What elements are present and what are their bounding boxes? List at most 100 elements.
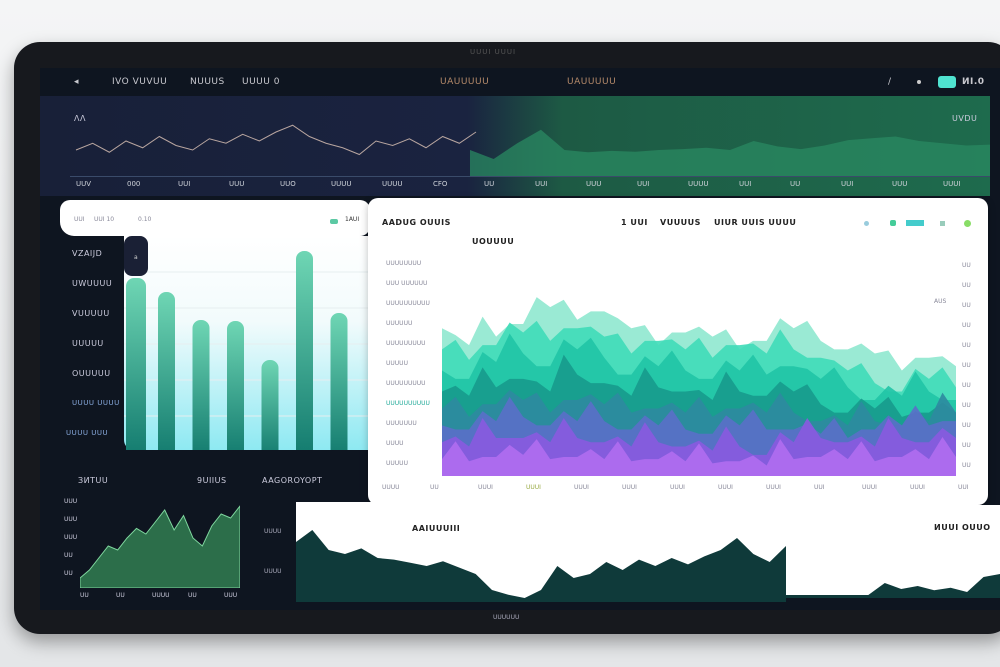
bottom-left-y-label: UU (64, 570, 73, 577)
filter-icon[interactable] (864, 221, 869, 226)
top-tick-label: 000 (127, 180, 141, 188)
area-header-2: VUUUUS (660, 218, 701, 227)
area-y-label: UUUUU (386, 360, 408, 367)
bottom-right-panel: ИUUI OUUO (786, 505, 1000, 598)
bar (296, 251, 313, 458)
stacked-area-chart (442, 297, 956, 476)
bar-header-2: UUI 10 (94, 216, 115, 223)
toggle-button[interactable] (938, 76, 956, 88)
top-tick-label: UUV (76, 180, 92, 188)
legend-swatch (330, 219, 338, 224)
top-tick-label: UUI (178, 180, 191, 188)
bar-tab-label: a (134, 254, 138, 261)
area-right-label: UU (962, 382, 971, 389)
area-x-label: UUUI (718, 484, 733, 491)
top-tick-label: UU (790, 180, 801, 188)
bottom-left-area (80, 505, 240, 588)
legend-label: 1AUI (345, 216, 360, 223)
top-tick-label: UUUU (688, 180, 709, 188)
bar-tab[interactable]: a (124, 236, 148, 276)
bar (192, 320, 210, 458)
area-header-1: 1 UUI (621, 218, 648, 227)
bottom-left-x-label: UU (80, 592, 89, 599)
area-y-label: UUUUUUUUUU (386, 300, 430, 307)
area-right-label: UU (962, 402, 971, 409)
area-y-label: UUUUUUUUUU (386, 400, 430, 407)
area-right-label: UU (962, 422, 971, 429)
area-y-label: UUUU (386, 440, 404, 447)
area-right-label: UU (962, 322, 971, 329)
bottom-right-chart (786, 574, 1000, 598)
bottom-left-y-label: UU (64, 552, 73, 559)
area-y-label: UUU UUUUUU (386, 280, 428, 287)
area-x-label: UUUI (670, 484, 685, 491)
nav-item-3[interactable]: UUUU 0 (242, 77, 280, 87)
nav-item-2[interactable]: NUUUS (190, 77, 225, 87)
area-x-label: UUUI (478, 484, 493, 491)
area-card-title: AADUG OUUIS (382, 218, 451, 227)
area-x-label: UUUU (382, 484, 400, 491)
bar (227, 321, 244, 458)
bottom-mid-y-label: UUUU (264, 528, 282, 535)
bottom-left-title: ЗИТUU (78, 476, 109, 485)
bar-chart-area (124, 236, 370, 458)
legend-icon[interactable] (890, 220, 896, 226)
bottom-mid-label: AAGOROYOPT (262, 476, 323, 485)
bottom-mid-title: AAIUUUIII (412, 524, 461, 533)
area-header-3: UIUR UUIS UUUU (714, 218, 797, 227)
bottom-left-y-label: UUU (64, 516, 78, 523)
bottom-right-area (786, 574, 1000, 598)
bottom-left-chart (80, 505, 240, 588)
bottom-left-x-label: UUU (224, 592, 238, 599)
area-right-label: UU (962, 302, 971, 309)
top-tick-label: UUO (280, 180, 296, 188)
area-right-label: UU (962, 282, 971, 289)
area-x-label: UUUI (862, 484, 877, 491)
top-series-right-area (470, 129, 990, 176)
bar-side-label: UUUU UUU (66, 429, 109, 437)
bar-side-label: VUUUUU (72, 309, 110, 318)
bar (330, 313, 348, 458)
area-y-label: UUUUUUUU (386, 260, 422, 267)
bottom-mid-panel: AAIUUUIII (296, 502, 786, 602)
bar-side-label: VZAIJD (72, 249, 103, 258)
top-tick-label: UUUU (331, 180, 352, 188)
top-tick-label: UUU (229, 180, 245, 188)
bar-side-label: UUUUU (72, 339, 104, 348)
bar-side-label: UUUU UUUU (72, 399, 120, 407)
bottom-mid-area (296, 530, 786, 602)
range-toggle[interactable] (906, 220, 924, 226)
top-tick-label: UUI (739, 180, 752, 188)
stacked-area-card: AADUG OUUIS UOUUUU 1 UUI VUUUUS UIUR UUI… (368, 198, 988, 505)
bottom-left-value: 9UIIUS (197, 476, 227, 485)
area-x-label: UUI (958, 484, 969, 491)
area-x-label: UUI (814, 484, 825, 491)
top-tick-label: UUUU (382, 180, 403, 188)
area-x-label: UUUI (526, 484, 541, 491)
back-icon[interactable]: ◂ (74, 77, 80, 87)
area-x-label: UUUI (574, 484, 589, 491)
area-y-label: UUUUU (386, 460, 408, 467)
status-icon[interactable] (964, 220, 971, 227)
status-dot-icon (917, 80, 921, 84)
area-right-label: UU (962, 342, 971, 349)
bottom-left-x-label: UU (116, 592, 125, 599)
top-tick-label: UUU (892, 180, 908, 188)
nav-item-5[interactable]: UAUUUUU (567, 77, 617, 87)
top-tick-label: UUI (841, 180, 854, 188)
top-line-chart (75, 124, 990, 176)
nav-item-4[interactable]: UAUUUUU (440, 77, 490, 87)
bar-chart (124, 251, 370, 458)
nav-item-1[interactable]: IVO VUVUU (112, 77, 168, 87)
top-line-chart-panel: ΛΛ UVDU (40, 96, 990, 196)
settings-icon[interactable] (940, 221, 945, 226)
area-x-label: UUUI (766, 484, 781, 491)
area-x-label: UUUI (910, 484, 925, 491)
bar (126, 278, 146, 458)
bottom-left-y-label: UUU (64, 534, 78, 541)
bottom-left-y-label: UUU (64, 498, 78, 505)
device-label: UUUI UUUI (470, 48, 517, 56)
edit-icon[interactable]: / (888, 77, 892, 87)
top-tick-label: UUUI (943, 180, 961, 188)
top-tick-label: CFO (433, 180, 448, 188)
